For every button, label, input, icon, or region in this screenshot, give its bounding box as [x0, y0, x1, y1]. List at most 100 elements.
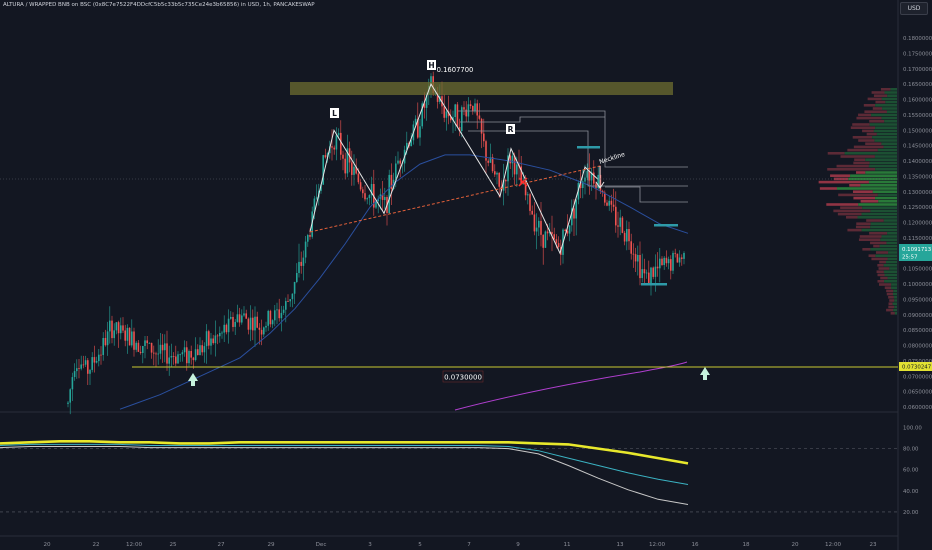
volume-profile-bar — [888, 296, 894, 299]
volume-profile-bar — [873, 94, 888, 97]
candle-body — [324, 155, 327, 158]
volume-profile-bar — [853, 161, 870, 165]
candle-body — [315, 197, 318, 199]
candle-body — [278, 309, 280, 319]
volume-profile-bar — [888, 302, 893, 305]
candle-body — [331, 146, 333, 148]
time-axis[interactable]: 20 22 12:00 25 27 29 Dec 3 5 7 9 11 13 12:00 16 18 20 12:… — [43, 542, 877, 548]
candle-body — [84, 360, 87, 365]
oscillator-tick-label: 80.00 — [903, 447, 919, 453]
candle-body — [476, 103, 478, 116]
candle-body — [542, 234, 544, 248]
left-shoulder-box — [330, 108, 339, 118]
time-tick-label: 12:00 — [825, 542, 842, 548]
candle-body — [575, 199, 577, 219]
candle-body — [183, 347, 186, 353]
neckline — [309, 165, 601, 233]
candle-body — [247, 318, 250, 330]
candle-body — [509, 155, 511, 164]
down-arrow — [595, 166, 605, 189]
candle-body — [271, 320, 274, 325]
volume-profile-bar — [833, 177, 849, 181]
candle-body — [188, 351, 190, 364]
volume-profile-bar — [872, 190, 897, 193]
candle-body — [634, 254, 637, 262]
volume-profile-bar — [889, 267, 897, 270]
candlesticks — [67, 71, 685, 415]
candle-body — [397, 160, 399, 164]
candle-body — [588, 171, 591, 181]
candle-body — [142, 346, 144, 353]
candle-body — [342, 154, 344, 159]
candle-body — [232, 317, 234, 327]
candle-body — [159, 344, 162, 354]
candle-body — [122, 325, 124, 331]
volume-profile-bar — [893, 289, 897, 293]
up-arrow-left — [188, 373, 198, 386]
candle-body — [395, 163, 397, 180]
volume-profile-bar — [862, 248, 871, 251]
candle-body — [335, 135, 338, 150]
volume-profile-bar — [869, 161, 897, 165]
candle-body — [417, 118, 419, 138]
candle-body — [135, 342, 137, 350]
candle-body — [304, 241, 307, 258]
volume-profile-bar — [848, 177, 897, 181]
volume-profile-bar — [854, 158, 866, 161]
candle-body — [320, 184, 322, 191]
support-value-box — [442, 370, 484, 383]
time-tick-label: 29 — [267, 542, 275, 548]
candle-body — [615, 206, 617, 226]
price-tick-label: 0.0600000 — [903, 405, 932, 411]
price-tick-label: 0.0900000 — [903, 313, 932, 319]
price-axis[interactable]: 0.1800000 0.1750000 0.1700000 0.1650000 0.16… — [903, 36, 932, 411]
volume-profile-bar — [840, 155, 875, 158]
candle-body — [197, 349, 199, 355]
volume-profile-bar — [884, 280, 897, 283]
oscillator-axis[interactable]: 100.00 80.00 60.00 40.00 20.00 — [903, 426, 922, 516]
candle-body — [144, 340, 146, 346]
candle-body — [219, 333, 221, 337]
candle-body — [203, 346, 206, 353]
candle-body — [553, 234, 555, 240]
candle-body — [423, 103, 426, 108]
candle-body — [82, 364, 85, 366]
candle-body — [309, 235, 311, 237]
price-tick-label: 0.1250000 — [903, 205, 932, 211]
volume-profile-bar — [869, 120, 885, 123]
volume-profile — [818, 88, 897, 315]
volume-profile-bar — [894, 312, 897, 315]
candle-body — [368, 195, 371, 199]
candle-body — [150, 342, 153, 353]
volume-profile-bar — [873, 129, 897, 133]
candle-body — [353, 166, 355, 175]
volume-profile-bar — [867, 97, 882, 101]
candle-body — [452, 117, 454, 121]
volume-profile-bar — [870, 222, 897, 225]
price-tick-label: 0.1350000 — [903, 174, 932, 180]
head-label-box — [427, 60, 436, 70]
candle-body — [346, 148, 349, 174]
volume-profile-bar — [884, 286, 892, 289]
volume-profile-bar — [892, 302, 897, 305]
candle-body — [362, 189, 364, 194]
step-line-2 — [460, 116, 605, 123]
left-shoulder-label: L — [332, 109, 337, 118]
volume-profile-bar — [875, 104, 897, 107]
volume-profile-bar — [879, 260, 886, 264]
candle-body — [612, 204, 615, 207]
candle-body — [364, 193, 366, 200]
time-tick-label: 22 — [92, 542, 99, 548]
volume-profile-bar — [850, 174, 897, 177]
candle-body — [260, 329, 263, 335]
currency-button[interactable]: USD — [900, 2, 928, 15]
candle-body — [267, 310, 269, 326]
time-tick-label: Dec — [316, 542, 327, 548]
target-mark-mid — [654, 224, 678, 227]
candle-body — [430, 76, 432, 86]
price-tick-label: 0.1050000 — [903, 267, 932, 273]
candle-body — [524, 181, 527, 196]
price-tick-label: 0.0750000 — [903, 359, 932, 365]
candle-body — [656, 266, 659, 269]
